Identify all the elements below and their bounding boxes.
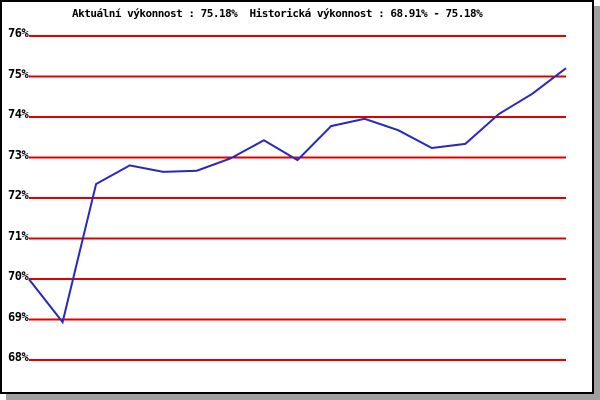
chart-title: Aktuální výkonnost : 75.18% Historická v… (72, 7, 483, 20)
window-shadow-right (594, 6, 600, 400)
y-axis-label: 69% (8, 309, 29, 324)
performance-line (28, 67, 567, 325)
y-axis-label: 73% (8, 147, 29, 162)
y-axis-label: 70% (8, 269, 29, 283)
y-axis-label: 75% (8, 66, 29, 81)
y-axis-label: 74% (8, 107, 29, 121)
window-shadow-bottom (6, 394, 600, 400)
y-axis-label: 71% (8, 228, 29, 243)
y-axis-label: 68% (8, 350, 29, 364)
y-axis-label: 72% (8, 188, 29, 202)
y-axis-label: 76% (8, 26, 29, 40)
